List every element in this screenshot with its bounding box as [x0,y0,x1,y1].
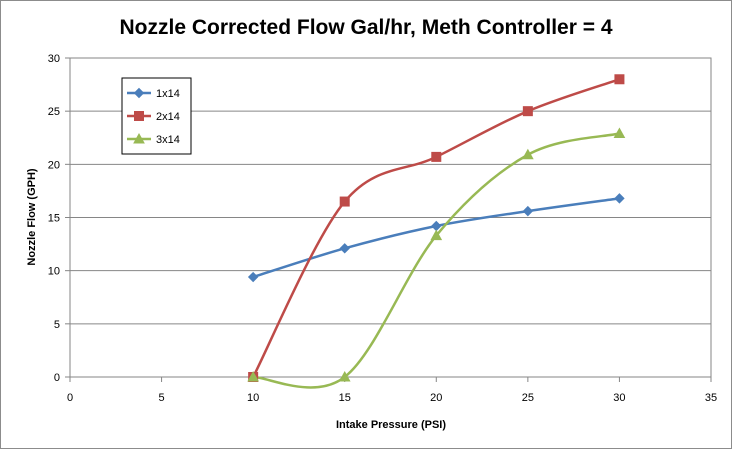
x-tick-label: 25 [522,392,534,404]
data-point-2x14-30 [614,74,625,85]
x-tick-label: 30 [613,392,625,404]
y-axis-title: Nozzle Flow (GPH) [26,168,38,266]
x-tick-label: 5 [159,392,165,404]
y-tick-label: 30 [48,53,60,65]
y-tick-label: 10 [48,266,60,278]
data-point-2x14-15 [339,196,350,207]
x-tick-label: 0 [67,392,73,404]
data-point-3x14-20 [430,229,443,241]
data-point-3x14-15 [338,370,351,382]
x-tick-label: 15 [339,392,351,404]
y-tick-label: 0 [54,372,60,384]
data-point-1x14-25 [522,205,534,217]
data-point-1x14-20 [431,220,442,232]
data-point-1x14-30 [614,193,625,204]
x-axis-ticks: 0 5 10 15 20 25 30 35 [67,377,717,404]
data-point-1x14-15 [339,243,350,254]
chart-title: Nozzle Corrected Flow Gal/hr, Meth Contr… [120,16,613,39]
series-line-2x14 [251,78,621,379]
data-point-3x14-25 [522,148,534,160]
legend-label-2x14: 2x14 [156,111,180,123]
legend-marker-3x14 [133,132,145,144]
y-tick-label: 15 [48,213,60,225]
x-tick-label: 10 [247,392,259,404]
x-tick-label: 35 [705,392,717,404]
legend: 1x14 2x14 3x14 [121,77,192,155]
legend-marker-1x14 [133,87,145,99]
series-markers [247,74,626,382]
y-tick-label: 25 [48,106,60,118]
data-point-2x14-25 [522,106,533,117]
legend-label-1x14: 1x14 [156,88,180,100]
legend-marker-2x14 [134,111,144,121]
y-axis-ticks: 0 5 10 15 20 25 30 [48,53,70,384]
data-point-1x14-10 [247,271,259,283]
x-tick-label: 20 [430,392,442,404]
data-point-2x14-20 [431,151,442,162]
y-tick-label: 20 [48,159,60,171]
data-point-3x14-30 [613,127,626,138]
legend-label-3x14: 3x14 [156,134,180,146]
data-point-3x14-10 [247,370,259,382]
x-axis-title: Intake Pressure (PSI) [336,419,446,431]
y-tick-label: 5 [54,319,60,331]
